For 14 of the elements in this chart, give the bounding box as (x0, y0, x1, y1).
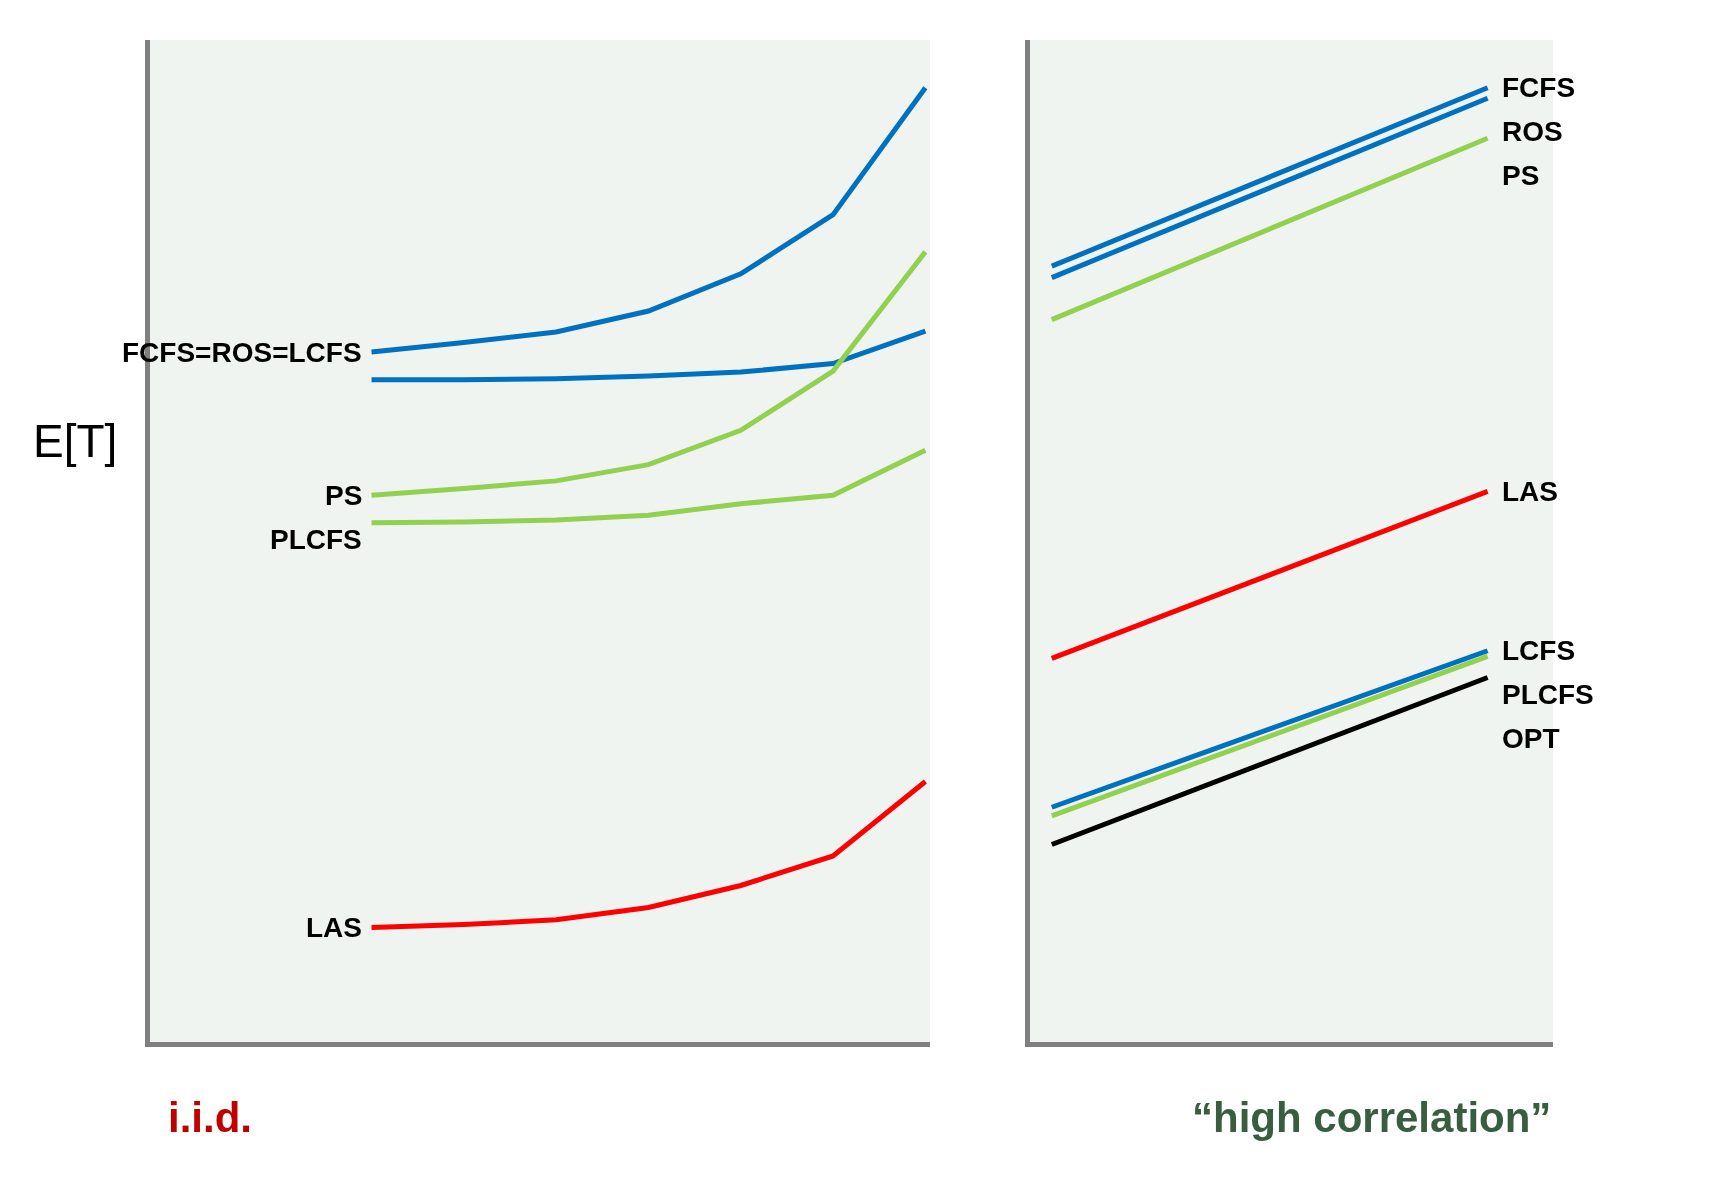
series-label: PS (325, 480, 363, 511)
series-label: PS (1502, 160, 1540, 191)
x-axis-title: “high correlation” (1192, 1094, 1552, 1141)
series-label: LAS (1502, 476, 1558, 507)
series-label: PLCFS (1502, 679, 1594, 710)
series-label: OPT (1502, 723, 1560, 754)
y-axis-title: E[T] (33, 415, 118, 467)
series-label: FCFS (1502, 72, 1576, 103)
series-label: FCFS=ROS=LCFS (122, 337, 362, 368)
series-label: PLCFS (270, 524, 362, 555)
series-label: LAS (306, 912, 362, 943)
series-label: LCFS (1502, 635, 1576, 666)
x-axis-title: i.i.d. (168, 1094, 252, 1141)
series-label: ROS (1502, 116, 1563, 147)
